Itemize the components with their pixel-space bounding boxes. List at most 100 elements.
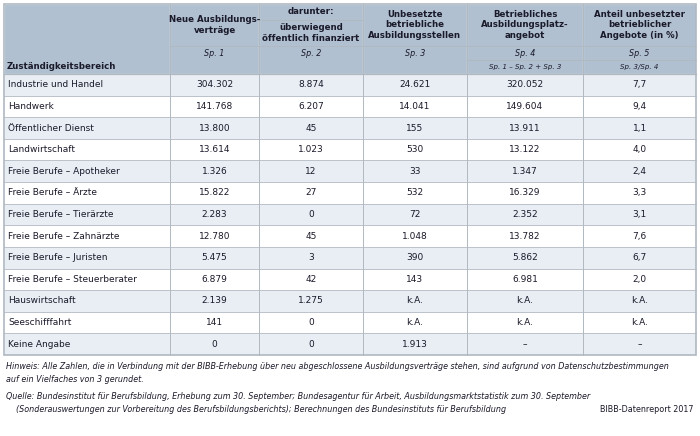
Text: 27: 27	[305, 188, 316, 198]
Text: 6,7: 6,7	[633, 253, 647, 262]
Bar	[363, 204, 467, 225]
Text: 532: 532	[406, 188, 424, 198]
Text: Sp. 1: Sp. 1	[204, 48, 225, 58]
Text: 33: 33	[409, 167, 421, 176]
Bar	[467, 225, 583, 247]
Bar	[170, 269, 259, 290]
Text: 0: 0	[308, 318, 314, 327]
Bar	[170, 312, 259, 334]
Text: k.A.: k.A.	[406, 318, 424, 327]
Bar	[583, 160, 696, 182]
Text: k.A.: k.A.	[517, 318, 533, 327]
Text: 13.782: 13.782	[509, 232, 540, 241]
Bar	[170, 74, 259, 95]
Text: 3,1: 3,1	[633, 210, 647, 219]
Bar	[170, 290, 259, 312]
Text: 155: 155	[406, 123, 424, 133]
Bar	[583, 225, 696, 247]
Text: 141.768: 141.768	[196, 102, 233, 111]
Text: Sp. 3: Sp. 3	[405, 48, 425, 58]
Bar	[4, 95, 170, 117]
Text: 12.780: 12.780	[199, 232, 230, 241]
Bar	[259, 290, 363, 312]
Text: –: –	[638, 340, 642, 349]
Text: 7,6: 7,6	[633, 232, 647, 241]
Text: 2.283: 2.283	[202, 210, 228, 219]
Text: 4,0: 4,0	[633, 145, 647, 154]
Bar	[170, 334, 259, 355]
Bar	[467, 117, 583, 139]
Bar	[467, 95, 583, 117]
Text: Seeschifffahrt: Seeschifffahrt	[8, 318, 71, 327]
Bar	[583, 95, 696, 117]
Bar	[363, 117, 467, 139]
Text: 42: 42	[305, 275, 316, 284]
Text: 0: 0	[211, 340, 218, 349]
Bar	[467, 182, 583, 204]
Bar	[583, 204, 696, 225]
Text: 2.139: 2.139	[202, 296, 228, 306]
Text: 7,7: 7,7	[633, 80, 647, 89]
Text: Freie Berufe – Zahnärzte: Freie Berufe – Zahnärzte	[8, 232, 120, 241]
Bar	[4, 182, 170, 204]
Text: Freie Berufe – Tierärzte: Freie Berufe – Tierärzte	[8, 210, 113, 219]
Bar	[4, 290, 170, 312]
Text: 6.981: 6.981	[512, 275, 538, 284]
Text: k.A.: k.A.	[406, 296, 424, 306]
Text: Freie Berufe – Steuerberater: Freie Berufe – Steuerberater	[8, 275, 137, 284]
Text: Betriebliches
Ausbildungsplatz-
angebot: Betriebliches Ausbildungsplatz- angebot	[481, 10, 569, 40]
Bar	[363, 225, 467, 247]
Text: Sp. 3/Sp. 4: Sp. 3/Sp. 4	[620, 64, 659, 70]
Text: Sp. 1 – Sp. 2 + Sp. 3: Sp. 1 – Sp. 2 + Sp. 3	[489, 64, 561, 70]
Text: 143: 143	[406, 275, 424, 284]
Text: BIBB-Datenreport 2017: BIBB-Datenreport 2017	[601, 405, 694, 414]
Text: 1,1: 1,1	[633, 123, 647, 133]
Text: 0: 0	[308, 210, 314, 219]
Bar	[259, 225, 363, 247]
Text: 8.874: 8.874	[298, 80, 324, 89]
Bar	[467, 312, 583, 334]
Bar	[363, 334, 467, 355]
Bar	[259, 95, 363, 117]
Bar	[259, 334, 363, 355]
Text: 6.879: 6.879	[202, 275, 228, 284]
Text: Freie Berufe – Ärzte: Freie Berufe – Ärzte	[8, 188, 97, 198]
Bar	[583, 117, 696, 139]
Text: 390: 390	[406, 253, 424, 262]
Text: Öffentlicher Dienst: Öffentlicher Dienst	[8, 123, 94, 133]
Bar	[4, 334, 170, 355]
Bar	[363, 95, 467, 117]
Text: 1.023: 1.023	[298, 145, 324, 154]
Bar	[259, 117, 363, 139]
Text: (Sonderauswertungen zur Vorbereitung des Berufsbildungsberichts); Berechnungen d: (Sonderauswertungen zur Vorbereitung des…	[6, 405, 506, 414]
Text: 14.041: 14.041	[399, 102, 430, 111]
Bar	[4, 312, 170, 334]
Bar	[259, 204, 363, 225]
Bar	[4, 117, 170, 139]
Bar	[170, 4, 259, 74]
Text: Sp. 4: Sp. 4	[514, 48, 536, 58]
Bar	[363, 247, 467, 269]
Text: 1.326: 1.326	[202, 167, 228, 176]
Text: 0: 0	[308, 340, 314, 349]
Bar	[170, 225, 259, 247]
Text: Industrie und Handel: Industrie und Handel	[8, 80, 103, 89]
Bar	[583, 139, 696, 160]
Bar	[363, 4, 467, 74]
Bar	[259, 269, 363, 290]
Text: Sp. 5: Sp. 5	[629, 48, 650, 58]
Text: Landwirtschaft: Landwirtschaft	[8, 145, 75, 154]
Text: Keine Angabe: Keine Angabe	[8, 340, 71, 349]
Bar	[259, 182, 363, 204]
Text: 141: 141	[206, 318, 223, 327]
Text: 149.604: 149.604	[506, 102, 543, 111]
Bar	[170, 139, 259, 160]
Text: 13.614: 13.614	[199, 145, 230, 154]
Bar	[170, 95, 259, 117]
Text: 13.911: 13.911	[509, 123, 541, 133]
Text: k.A.: k.A.	[631, 296, 648, 306]
Bar	[467, 160, 583, 182]
Bar	[467, 74, 583, 95]
Bar	[583, 269, 696, 290]
Bar	[583, 290, 696, 312]
